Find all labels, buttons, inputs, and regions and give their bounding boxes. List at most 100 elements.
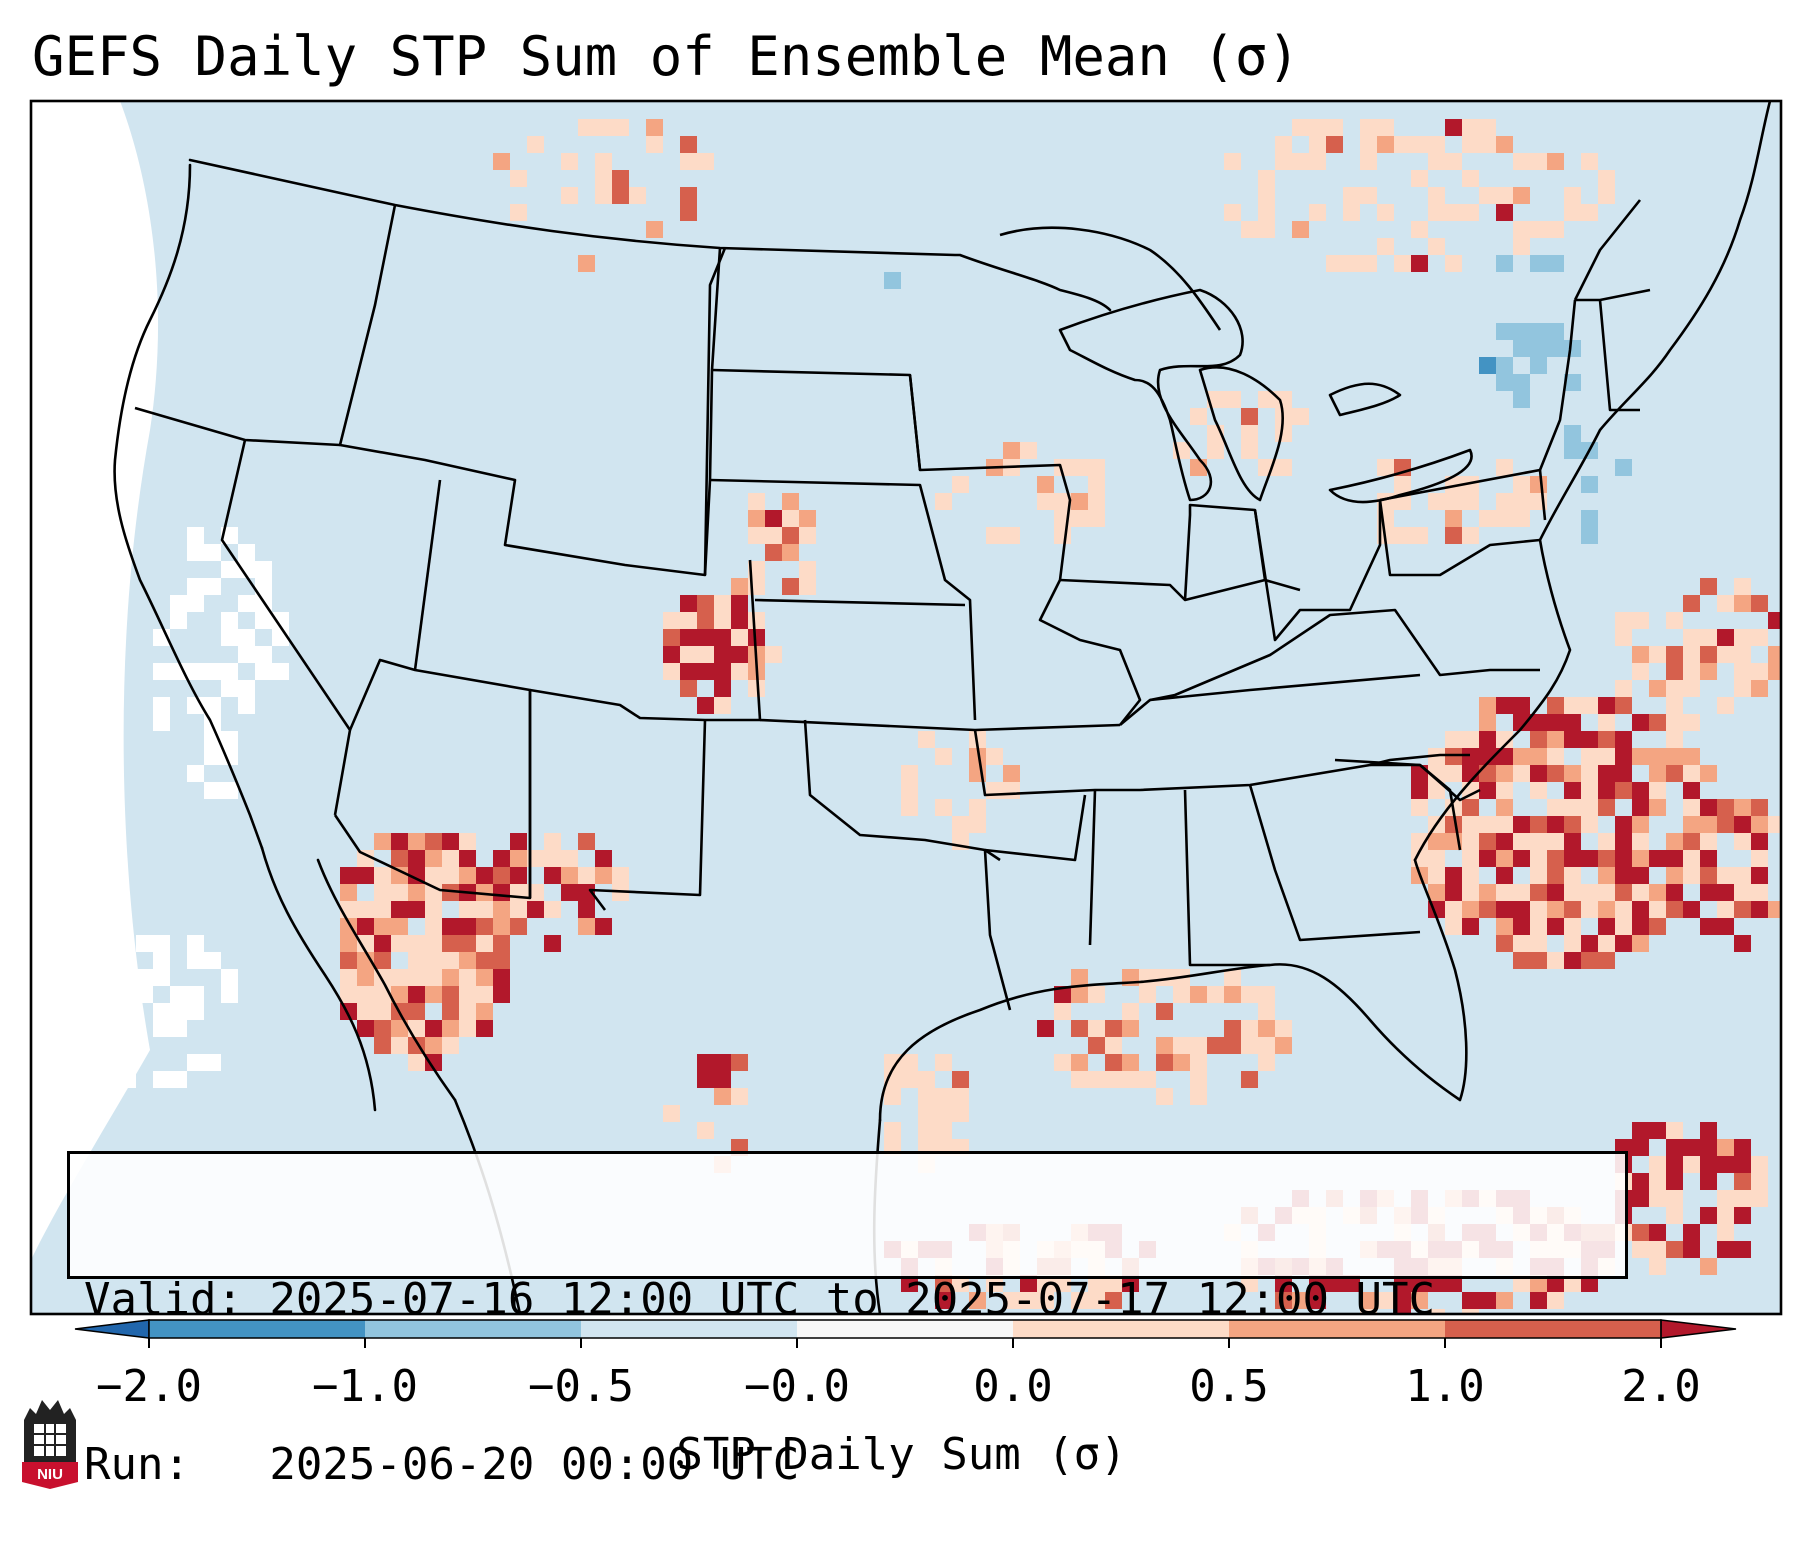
stp-cell	[1649, 901, 1666, 918]
stp-cell	[493, 867, 510, 884]
stp-cell	[952, 1088, 969, 1105]
stp-cell	[1530, 918, 1547, 935]
stp-cell	[1751, 833, 1768, 850]
stp-cell	[425, 1037, 442, 1054]
stp-cell	[1666, 748, 1683, 765]
stp-cell	[952, 476, 969, 493]
stp-cell	[1088, 1020, 1105, 1037]
stp-cell	[1615, 884, 1632, 901]
stp-cell	[1156, 1037, 1173, 1054]
stp-cell	[1751, 595, 1768, 612]
stp-cell	[1598, 170, 1615, 187]
colorbar	[74, 1319, 1737, 1348]
stp-cell	[1547, 884, 1564, 901]
stp-cell	[119, 1003, 136, 1020]
stp-cell	[1037, 1275, 1054, 1292]
stp-cell	[986, 782, 1003, 799]
stp-cell	[1598, 697, 1615, 714]
stp-cell	[1581, 476, 1598, 493]
stp-cell	[1530, 1275, 1547, 1292]
stp-cell	[1734, 1241, 1751, 1258]
stp-cell	[1445, 510, 1462, 527]
stp-cell	[1632, 646, 1649, 663]
stp-cell	[1598, 748, 1615, 765]
stp-cell	[1360, 255, 1377, 272]
stp-cell	[1615, 748, 1632, 765]
stp-cell	[1700, 1258, 1717, 1275]
stp-cell	[1479, 901, 1496, 918]
stp-cell	[1615, 459, 1632, 476]
stp-cell	[1581, 884, 1598, 901]
stp-cell	[425, 918, 442, 935]
stp-cell	[1445, 918, 1462, 935]
colorbar-tick-label: −2.0	[96, 1361, 202, 1412]
stp-cell	[1156, 969, 1173, 986]
stp-cell	[391, 1020, 408, 1037]
stp-cell	[442, 850, 459, 867]
stp-cell	[238, 544, 255, 561]
stp-cell	[1717, 1241, 1734, 1258]
stp-cell	[170, 1003, 187, 1020]
stp-cell	[408, 850, 425, 867]
stp-cell	[1564, 714, 1581, 731]
stp-cell	[459, 918, 476, 935]
stp-cell	[1105, 1054, 1122, 1071]
stp-cell	[1734, 1139, 1751, 1156]
stp-cell	[1275, 1292, 1292, 1309]
stp-cell	[1700, 1139, 1717, 1156]
stp-cell	[1513, 221, 1530, 238]
stp-cell	[1751, 1173, 1768, 1190]
stp-cell	[1496, 918, 1513, 935]
stp-cell	[1496, 1292, 1513, 1309]
stp-cell	[527, 901, 544, 918]
stp-cell	[153, 1003, 170, 1020]
stp-cell	[1598, 187, 1615, 204]
stp-cell	[1037, 493, 1054, 510]
stp-cell	[1564, 884, 1581, 901]
stp-cell	[1411, 255, 1428, 272]
stp-cell	[408, 884, 425, 901]
stp-cell	[408, 952, 425, 969]
stp-cell	[340, 952, 357, 969]
stp-cell	[1071, 1054, 1088, 1071]
stp-cell	[221, 680, 238, 697]
stp-cell	[408, 986, 425, 1003]
stp-cell	[544, 833, 561, 850]
stp-cell	[221, 561, 238, 578]
stp-cell	[1649, 918, 1666, 935]
stp-cell	[1462, 476, 1479, 493]
stp-cell	[1547, 714, 1564, 731]
stp-cell	[1717, 629, 1734, 646]
stp-cell	[1632, 850, 1649, 867]
stp-cell	[765, 646, 782, 663]
stp-cell	[1683, 1156, 1700, 1173]
stp-cell	[714, 697, 731, 714]
stp-cell	[493, 918, 510, 935]
stp-cell	[578, 833, 595, 850]
stp-cell	[1462, 1292, 1479, 1309]
stp-cell	[1326, 1275, 1343, 1292]
stp-cell	[1003, 765, 1020, 782]
stp-cell	[459, 901, 476, 918]
stp-cell	[1513, 187, 1530, 204]
stp-cell	[1513, 391, 1530, 408]
stp-cell	[1717, 867, 1734, 884]
stp-cell	[1105, 1020, 1122, 1037]
stp-cell	[1445, 901, 1462, 918]
stp-cell	[1377, 136, 1394, 153]
stp-cell	[1700, 884, 1717, 901]
stp-cell	[1666, 1190, 1683, 1207]
stp-cell	[119, 1071, 136, 1088]
stp-cell	[1615, 935, 1632, 952]
stp-cell	[493, 884, 510, 901]
colorbar-tick-label: 1.0	[1405, 1361, 1485, 1412]
stp-cell	[255, 663, 272, 680]
stp-cell	[442, 833, 459, 850]
stp-cell	[1683, 1139, 1700, 1156]
stp-cell	[442, 986, 459, 1003]
stp-cell	[1258, 391, 1275, 408]
stp-cell	[221, 629, 238, 646]
stp-cell	[697, 1071, 714, 1088]
stp-cell	[493, 969, 510, 986]
stp-cell	[1207, 986, 1224, 1003]
